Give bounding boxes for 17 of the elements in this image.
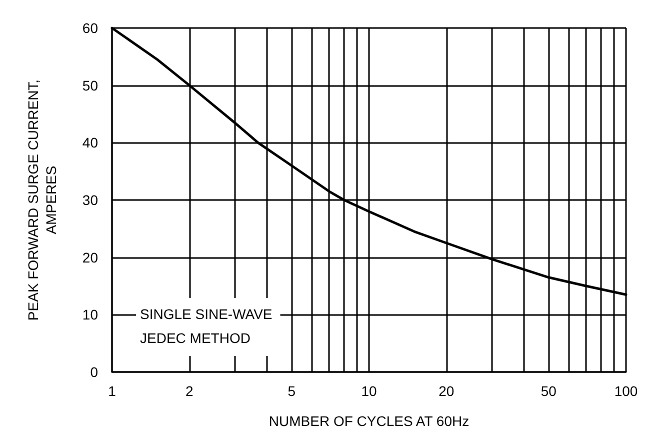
y-tick-label: 60 xyxy=(82,20,98,36)
y-axis-title: PEAK FORWARD SURGE CURRENT, AMPERES xyxy=(25,79,59,321)
x-axis-title: NUMBER OF CYCLES AT 60Hz xyxy=(268,413,470,429)
x-tick-label: 1 xyxy=(108,383,116,399)
y-tick-label: 0 xyxy=(90,364,98,380)
y-tick-label: 10 xyxy=(82,306,98,323)
x-tick-label: 5 xyxy=(288,383,296,399)
y-tick-label: 30 xyxy=(82,192,98,208)
annotation: SINGLE SINE-WAVE JEDEC METHOD xyxy=(140,306,272,346)
y-tick-label: 40 xyxy=(82,134,98,151)
x-tick-label: 50 xyxy=(540,383,557,399)
x-tick-label: 10 xyxy=(361,383,377,399)
y-tick-label: 20 xyxy=(82,249,98,266)
x-tick-label: 100 xyxy=(614,383,638,399)
x-tick-label: 20 xyxy=(438,383,454,399)
y-tick-label: 50 xyxy=(82,77,98,94)
x-tick-label: 2 xyxy=(185,383,194,399)
